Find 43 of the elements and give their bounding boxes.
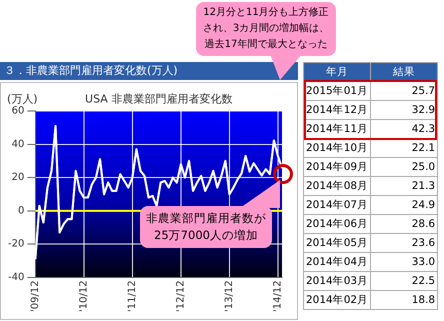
annotation: 非農業部門雇用者数が25万7000人の増加 (140, 206, 272, 248)
y-tick-label: 0 (18, 205, 24, 216)
text: 2014年12月 (304, 100, 371, 120)
x-tick-label: '09/12 (30, 280, 41, 312)
text: 年月 (304, 62, 371, 82)
chart-title: ３．非農業部門雇用者変化数(万人) (0, 62, 298, 80)
text: 2014年02月 (304, 290, 371, 310)
text: 22.1 (370, 138, 438, 158)
text: 2014年09月 (304, 158, 371, 176)
text: 33.0 (370, 252, 438, 272)
x-tick-label: '10/12 (78, 280, 90, 312)
text: 22.5 (370, 272, 438, 290)
y-tick-label: 20 (12, 172, 24, 184)
chart-subtitle: USA 非農業部門雇用者変化数 (85, 92, 232, 106)
text: 24.9 (370, 196, 438, 214)
text: 結果 (370, 62, 438, 82)
text: 42.3 (370, 120, 438, 138)
text: 25.0 (370, 158, 438, 176)
x-tick-label: '12/12 (176, 280, 186, 312)
text: 32.9 (370, 100, 438, 120)
text: 21.3 (370, 176, 438, 196)
x-tick-label: '11/12 (126, 280, 138, 312)
text: 28.6 (370, 214, 438, 234)
x-tick-label: '14/12 (272, 280, 284, 312)
text: 2014年10月 (304, 138, 371, 158)
y-tick-label: -20 (8, 238, 24, 250)
text: 23.6 (370, 234, 438, 252)
y-axis-title: (万人) (7, 92, 38, 106)
text: 18.8 (370, 290, 438, 310)
text: 2014年03月 (304, 272, 371, 290)
text: 2015年01月 (304, 82, 371, 100)
x-tick-label: '13/12 (224, 280, 236, 312)
y-tick-label: 60 (12, 106, 24, 117)
y-tick-label: -40 (8, 272, 24, 284)
text: 2014年05月 (304, 234, 371, 252)
text: 12月分と11月分も上方修正され、3カ月間の増加幅は、過去17年間で最大となった (196, 2, 336, 56)
text: 2014年08月 (304, 176, 371, 196)
text: 2014年07月 (304, 196, 371, 214)
y-tick-label: 40 (12, 138, 24, 150)
text: 2014年11月 (304, 120, 371, 138)
text: 2014年06月 (304, 214, 371, 234)
text: 25.7 (370, 82, 438, 100)
text: 2014年04月 (304, 252, 371, 272)
